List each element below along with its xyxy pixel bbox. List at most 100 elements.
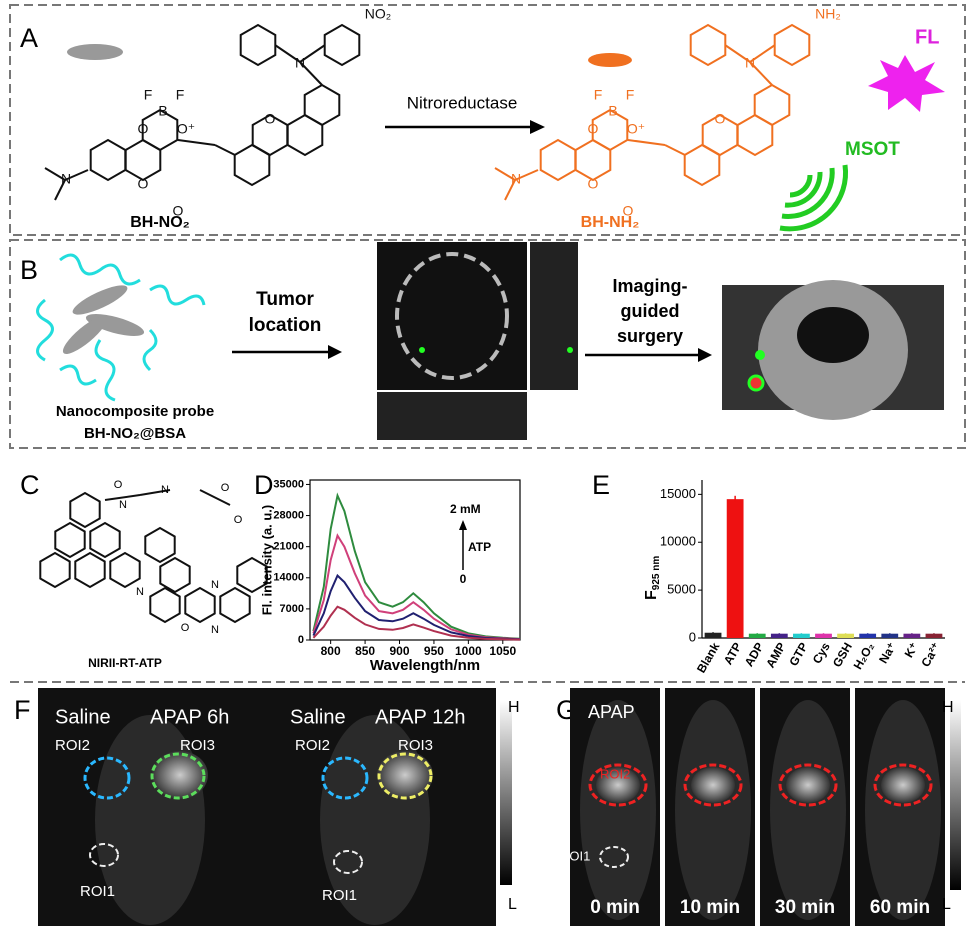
bar: [859, 633, 877, 638]
atom-label: N: [511, 171, 521, 187]
panel-a-frame: [9, 4, 966, 236]
arrow-head: [698, 348, 712, 362]
fl-burst: [868, 55, 945, 112]
step-text: location: [249, 315, 322, 336]
atom-label: O: [715, 111, 726, 127]
bond: [199, 489, 231, 506]
ring: [689, 23, 727, 67]
image: [377, 242, 527, 390]
x-tick-label: 1000: [455, 644, 482, 658]
roi: [588, 763, 648, 807]
bond: [299, 61, 323, 86]
x-tick-label: 900: [389, 644, 409, 658]
group-label: APAP: [588, 702, 635, 722]
bar: [837, 633, 854, 638]
roi-label: ROI1: [80, 883, 115, 900]
roi-label: ROI2: [55, 737, 90, 754]
annotation: 2 mM: [450, 502, 481, 516]
bond: [54, 179, 66, 201]
time-label: 30 min: [775, 897, 835, 918]
step-text: Imaging-: [613, 276, 688, 296]
ring: [149, 586, 181, 624]
panel-b-frame: [9, 239, 966, 449]
bar: [793, 633, 810, 638]
roi: [778, 763, 838, 807]
ring: [184, 586, 216, 624]
atom-label: O: [114, 479, 123, 491]
y-tick-label: 0: [689, 629, 696, 644]
atom-label: O: [588, 121, 599, 137]
probe-icon: [67, 44, 123, 60]
roi: [83, 752, 433, 874]
line-series: [312, 533, 521, 641]
image-content: [797, 307, 869, 363]
probe-name: BH-NO₂: [130, 214, 190, 231]
x-tick-label: 850: [355, 644, 375, 658]
bond: [514, 169, 539, 181]
group-label: Saline: [55, 706, 111, 728]
atom-label: O: [173, 203, 184, 219]
colorbar: [950, 700, 961, 890]
bsa-helix: [36, 253, 206, 402]
roi: [873, 763, 933, 807]
y-axis-label: Fl. intensity (a. u.): [259, 505, 274, 616]
y-tick-label: 28000: [273, 509, 304, 521]
arrow-head: [530, 120, 545, 134]
ring: [236, 556, 268, 594]
line-series: [312, 492, 521, 640]
annotation-arrow-head: [459, 520, 467, 530]
ring: [219, 586, 251, 624]
roi-label: ROI2: [600, 766, 630, 781]
ring: [74, 551, 106, 589]
signal: [747, 374, 765, 392]
probe-molecules: [62, 285, 145, 355]
signal: [419, 347, 425, 353]
bar: [903, 633, 921, 638]
signal: [881, 767, 925, 803]
atom-label: N: [119, 499, 127, 511]
roi-label: ROI2: [295, 737, 330, 754]
msot-waves: [779, 164, 849, 232]
enzyme-label: Nitroreductase: [407, 93, 518, 112]
line-series: [312, 605, 521, 641]
atom-label: O: [138, 176, 149, 192]
time-label: 60 min: [870, 897, 930, 918]
atom-label: O: [138, 121, 149, 137]
atom-label: F: [144, 87, 153, 103]
bond: [494, 167, 516, 181]
atom-label: O: [265, 111, 276, 127]
bond: [299, 44, 326, 63]
ring: [753, 83, 791, 127]
atom-label: N: [295, 55, 305, 71]
product-name: BH-NH₂: [581, 214, 640, 231]
colorbar: [500, 700, 512, 885]
atom-label: B: [158, 103, 167, 119]
msot-label: MSOT: [845, 139, 900, 160]
bar: [704, 632, 722, 638]
atom-label: O⁺: [177, 121, 195, 137]
image: [530, 242, 578, 390]
roi-label: ROI1: [322, 887, 357, 904]
bar: [748, 633, 766, 638]
bond: [664, 144, 686, 156]
signal: [786, 767, 830, 803]
signal: [596, 767, 640, 803]
atom-label: NO₂: [365, 6, 391, 22]
ring: [141, 108, 179, 152]
bar: [925, 633, 943, 638]
bond: [139, 489, 171, 496]
y-tick-label: 35000: [273, 478, 304, 490]
bar: [726, 499, 744, 638]
panel-label: C: [20, 470, 40, 500]
atom-label: N: [136, 586, 144, 598]
image-content: [395, 252, 509, 380]
atom-label: N: [745, 55, 755, 71]
y-axis-label-sub: 925 nm: [651, 556, 662, 591]
atom-label: O: [588, 176, 599, 192]
y-axis-label-main: F: [643, 590, 660, 600]
roi-label: ROI1: [560, 848, 590, 863]
y-axis-label: F925 nm: [643, 556, 661, 600]
ring: [239, 23, 277, 67]
y-tick-label: 0: [298, 634, 304, 646]
bar: [881, 633, 899, 638]
